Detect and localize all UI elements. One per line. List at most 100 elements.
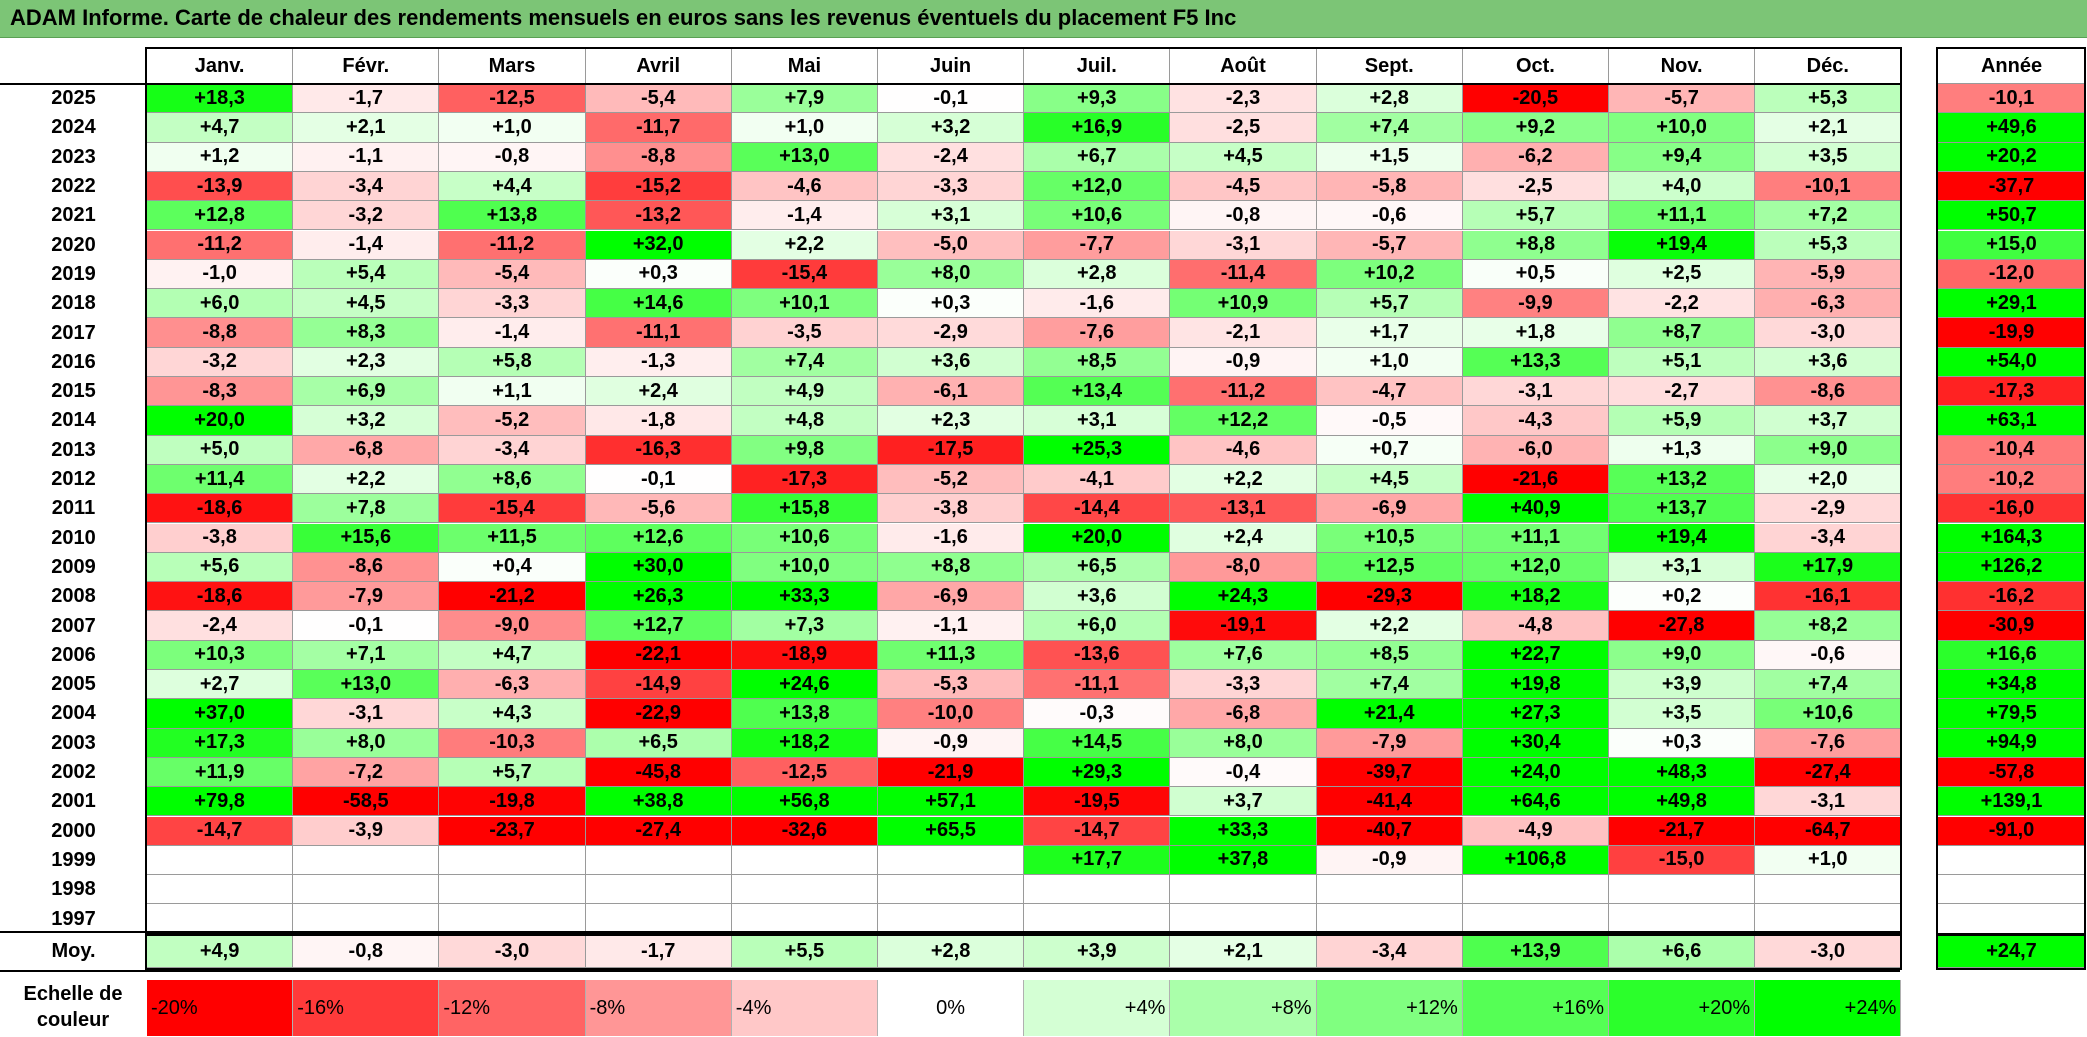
heatmap-cell: +13,8 [439,201,586,231]
heatmap-cell: -18,9 [731,640,878,670]
heatmap-cell: +1,0 [1316,347,1463,377]
heatmap-cell: -1,7 [293,84,440,114]
heatmap-cell: +1,5 [1316,142,1463,172]
heatmap-cell: +2,0 [1755,464,1902,495]
heatmap-cell: -1,4 [293,230,440,260]
heatmap-cell: +4,9 [731,377,878,407]
heatmap-cell: +4,0 [1609,171,1756,202]
heatmap-cell: +1,1 [439,377,586,407]
heatmap-cell [147,845,294,876]
heatmap-cell: +9,4 [1609,142,1756,172]
heatmap-cell: -1,6 [1024,289,1171,319]
heatmap-cell: -5,2 [878,464,1025,495]
color-scale-step: +8% [1170,980,1317,1036]
heatmap-cell: -4,8 [1462,611,1609,641]
row-year-label: 2013 [51,438,96,461]
row-year-label: 2003 [51,731,96,754]
heatmap-cell: +7,3 [731,611,878,641]
row-year-label: 2002 [51,761,96,784]
heatmap-cell: +1,0 [731,113,878,143]
heatmap-cell: -7,9 [293,582,440,612]
heatmap-cell: +8,5 [1316,640,1463,670]
heatmap-cell: +13,4 [1024,377,1171,407]
heatmap-cell [293,845,440,876]
annual-cell: -10,2 [1938,464,2086,495]
heatmap-cell: -7,7 [1024,230,1171,260]
annual-cell: +126,2 [1938,552,2086,583]
heatmap-cell: -2,9 [1755,494,1902,524]
heatmap-cell: +8,5 [1024,347,1171,377]
heatmap-cell: -5,9 [1755,259,1902,290]
annual-cell [1938,904,2086,934]
heatmap-cell: +2,4 [1170,523,1317,553]
heatmap-cell: +3,1 [1609,552,1756,583]
heatmap-cell: -11,2 [147,230,294,260]
heatmap-cell: +106,8 [1462,845,1609,876]
heatmap-cell: +11,1 [1462,523,1609,553]
heatmap-cell: -13,2 [585,201,732,231]
heatmap-cell: +3,2 [878,113,1025,143]
heatmap-cell: +9,8 [731,435,878,465]
heatmap-cell: -6,8 [1170,699,1317,729]
heatmap-cell: +37,0 [147,699,294,729]
heatmap-cell: +0,4 [439,552,586,583]
average-cell: -3,0 [1755,935,1902,968]
heatmap-cell: -8,0 [1170,552,1317,583]
heatmap-cell: +14,5 [1024,728,1171,758]
annual-average-cell: +24,7 [1938,935,2086,968]
heatmap-cell: -11,4 [1170,259,1317,290]
heatmap-cell: +12,0 [1462,552,1609,583]
heatmap-cell: +2,1 [293,113,440,143]
heatmap-cell: -11,2 [439,230,586,260]
column-header: Févr. [293,49,440,84]
heatmap-cell: +5,7 [439,757,586,788]
annual-cell: +164,3 [1938,523,2086,553]
heatmap-cell: -7,2 [293,757,440,788]
heatmap-cell [878,845,1025,876]
heatmap-cell: +24,6 [731,670,878,700]
average-cell: +3,9 [1024,935,1171,968]
heatmap-cell: +6,0 [147,289,294,319]
color-scale-step: -8% [585,980,732,1036]
row-year-label: 2011 [51,497,96,520]
heatmap-cell: -3,0 [1755,318,1902,348]
color-scale-step: -20% [147,980,294,1036]
heatmap-cell: +8,2 [1755,611,1902,641]
heatmap-cell: +7,4 [1316,113,1463,143]
heatmap-cell: +6,0 [1024,611,1171,641]
heatmap-cell: -27,8 [1609,611,1756,641]
average-cell: -3,0 [439,935,586,968]
heatmap-cell: -5,0 [878,230,1025,260]
heatmap-cell: +64,6 [1462,787,1609,817]
heatmap-cell: +2,8 [1316,84,1463,114]
heatmap-cell: -8,6 [1755,377,1902,407]
heatmap-cell: +57,1 [878,787,1025,817]
color-scale-step: -16% [293,980,440,1036]
heatmap-cell [731,875,878,905]
annual-cell [1938,845,2086,876]
heatmap-cell [731,904,878,934]
heatmap-cell: -15,0 [1609,845,1756,876]
heatmap-cell: -0,9 [1316,845,1463,876]
heatmap-cell: -3,8 [147,523,294,553]
heatmap-cell [1316,875,1463,905]
heatmap-cell: +1,3 [1609,435,1756,465]
heatmap-cell: -8,3 [147,377,294,407]
heatmap-cell: -7,9 [1316,728,1463,758]
heatmap-cell: +11,9 [147,757,294,788]
heatmap-cell: -0,6 [1316,201,1463,231]
heatmap-cell: +5,3 [1755,230,1902,260]
heatmap-cell: +10,3 [147,640,294,670]
column-header: Déc. [1755,49,1902,84]
heatmap-cell: +5,8 [439,347,586,377]
average-bottom-line [0,970,1900,972]
heatmap-cell: +1,0 [439,113,586,143]
row-year-label: 2010 [51,526,96,549]
heatmap-cell: +5,0 [147,435,294,465]
heatmap-cell: -21,7 [1609,816,1756,846]
average-cell: -1,7 [585,935,732,968]
heatmap-cell: +11,5 [439,523,586,553]
heatmap-cell [1755,904,1902,934]
heatmap-cell: -10,1 [1755,171,1902,202]
heatmap-cell: +10,1 [731,289,878,319]
